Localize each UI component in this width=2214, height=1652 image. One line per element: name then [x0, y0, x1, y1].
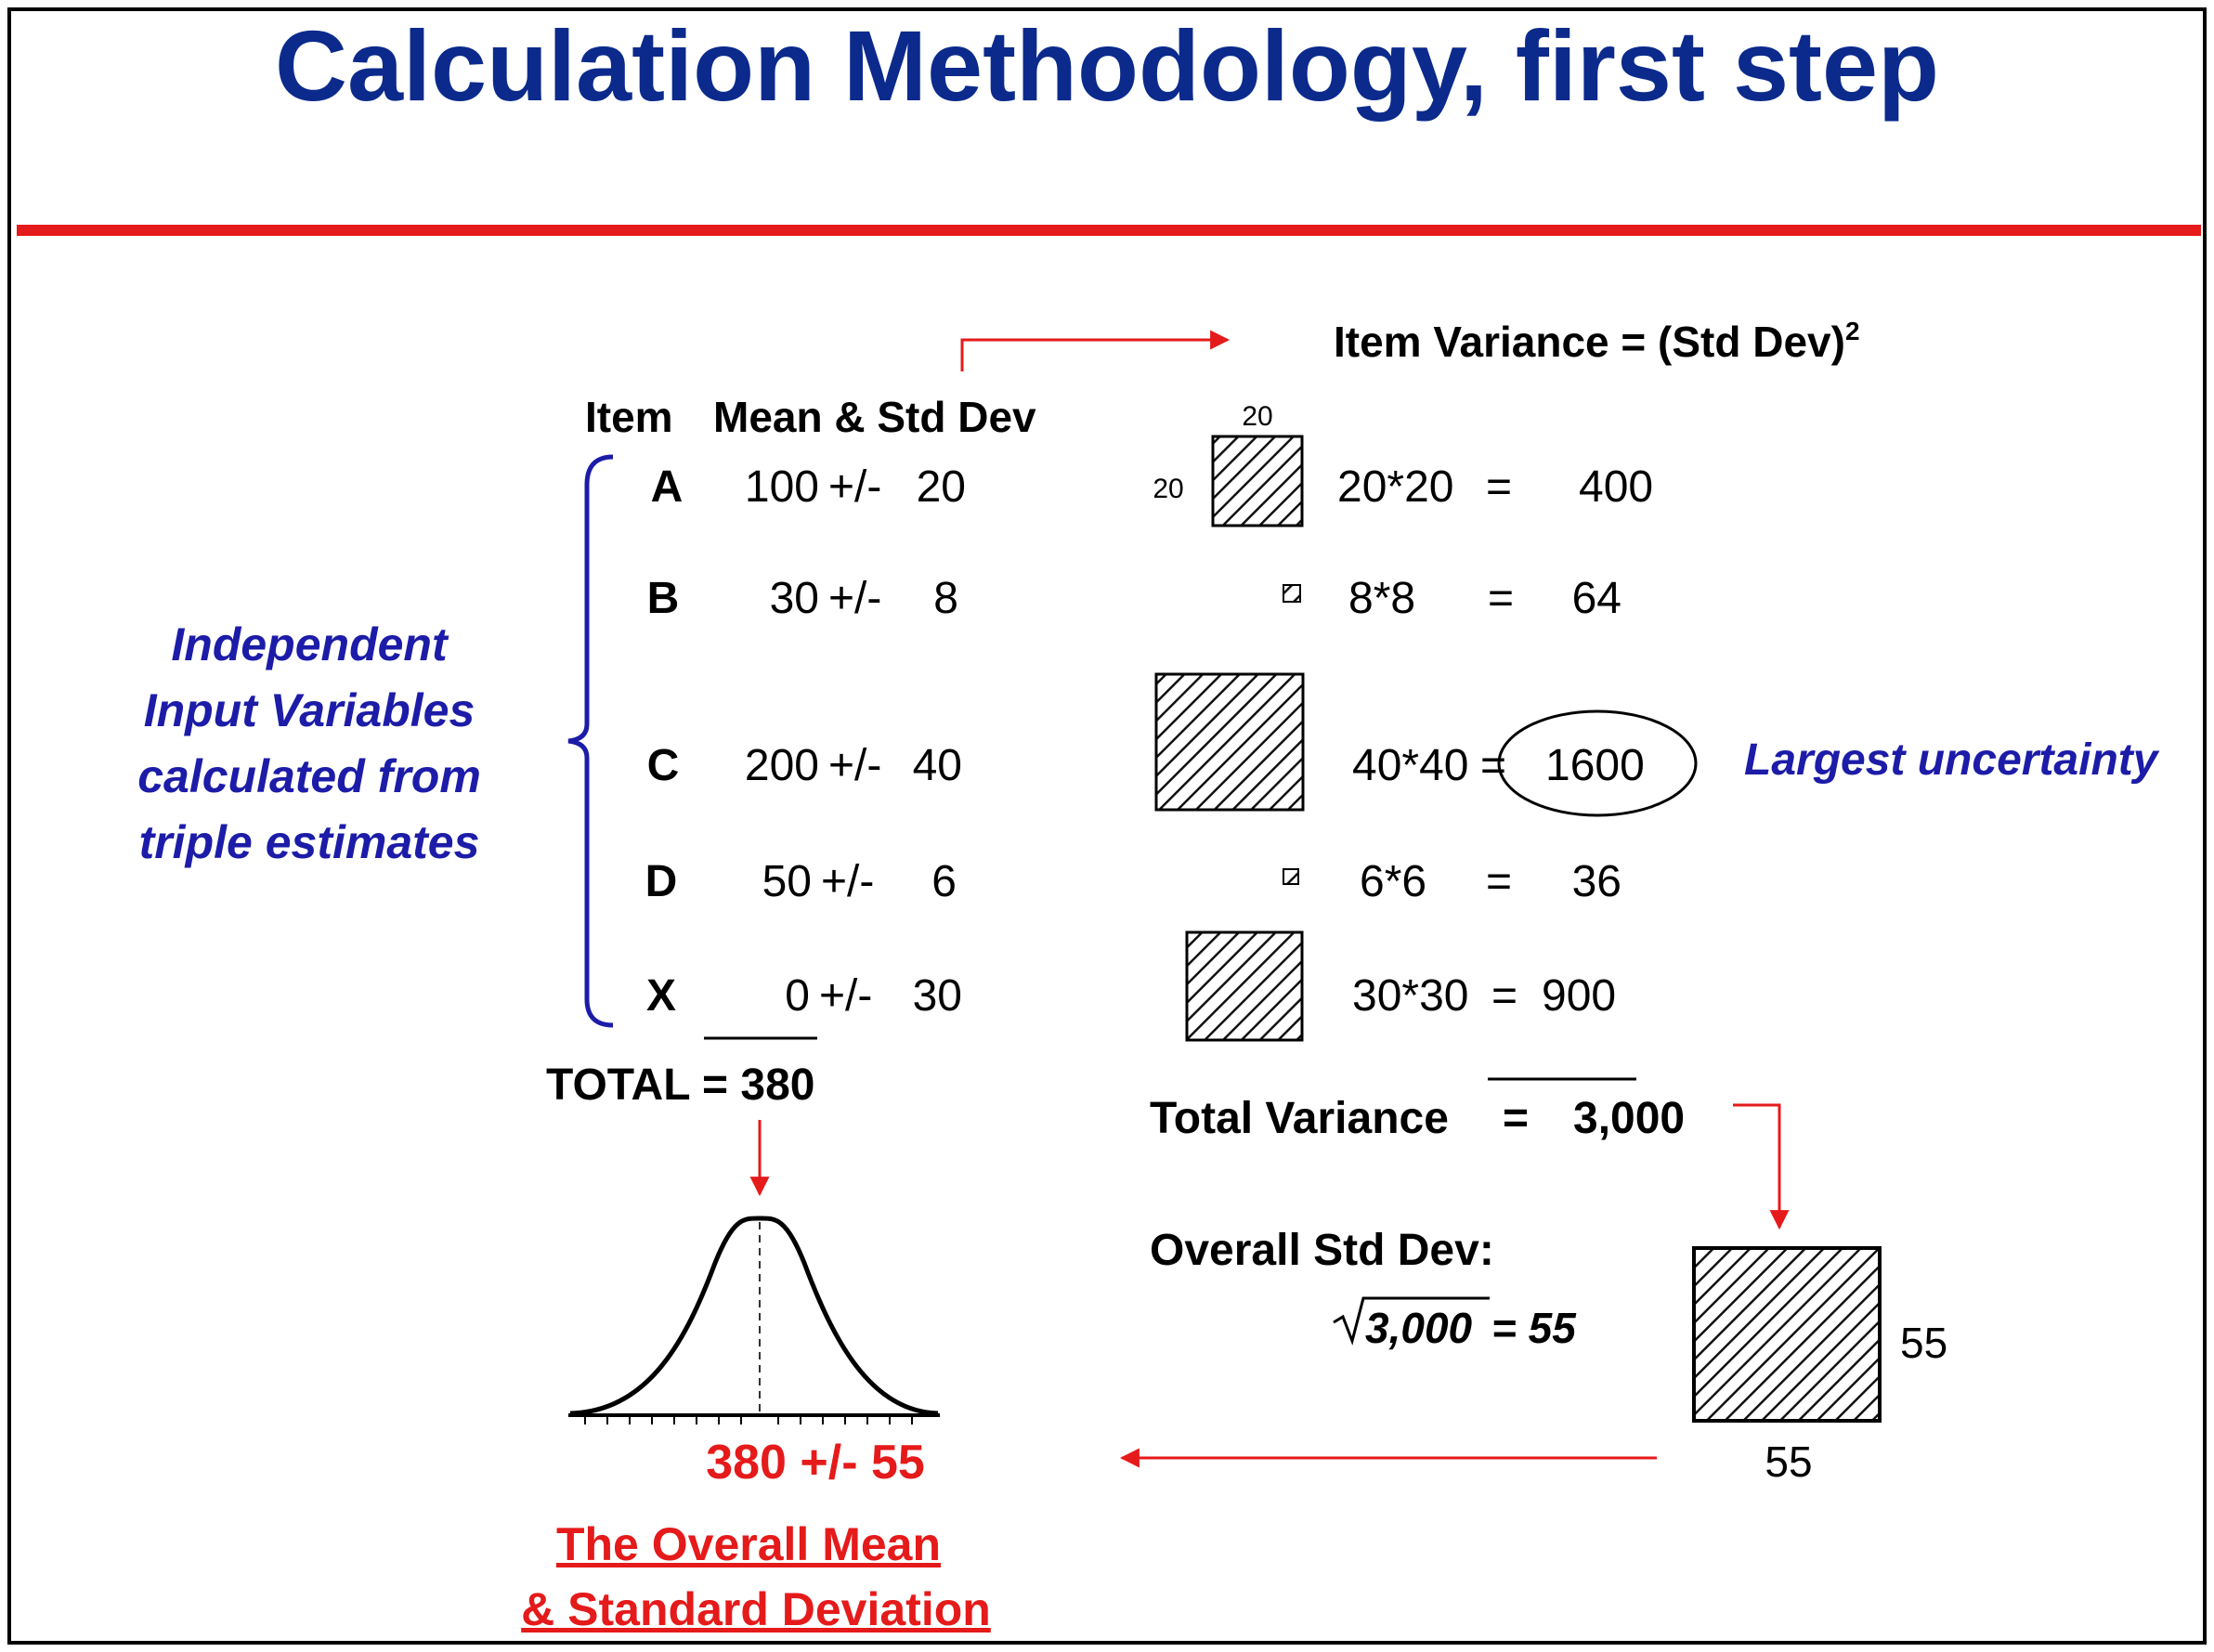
- svg-text:Input Variables: Input Variables: [144, 684, 475, 736]
- item-sd: 6: [931, 857, 957, 906]
- item-pm: +/-: [828, 574, 881, 623]
- slide-frame: [7, 7, 2207, 1645]
- variance-value: 36: [1572, 857, 1621, 906]
- overall-std-result: = 55: [1491, 1304, 1577, 1352]
- variance-calc: 40*40: [1352, 741, 1468, 790]
- bell-curve: [568, 1216, 940, 1424]
- variance-square-d: [1283, 868, 1299, 885]
- footer-line-2: & Standard Deviation: [521, 1583, 991, 1635]
- curve-ticks: [584, 1415, 913, 1424]
- slide-title: Calculation Methodology, first step: [275, 9, 1939, 122]
- variance-calc: 20*20: [1337, 462, 1453, 512]
- result-value: 380 +/- 55: [706, 1436, 925, 1489]
- item-pm: +/-: [819, 971, 872, 1021]
- item-mean: 100: [745, 462, 819, 512]
- item-name: D: [645, 857, 678, 906]
- variance-calc: 30*30: [1352, 971, 1468, 1021]
- variance-calc: 6*6: [1360, 857, 1426, 906]
- item-rows: A 100 +/- 20 B 30 +/- 8 C 200 +/- 40 D 5…: [645, 462, 966, 1021]
- item-pm: +/-: [821, 857, 874, 906]
- item-mean: 200: [745, 741, 819, 790]
- square-a-side-label: 20: [1153, 474, 1183, 504]
- variance-formula: Item Variance = (Std Dev)2: [1334, 317, 1860, 366]
- item-name: C: [647, 741, 680, 790]
- variance-eq: =: [1491, 971, 1517, 1021]
- svg-text:Independent: Independent: [171, 618, 449, 670]
- variance-square-c: [1154, 672, 1305, 812]
- variance-square-b: [1283, 584, 1301, 603]
- largest-ellipse: [1497, 709, 1698, 817]
- item-sd: 8: [933, 574, 958, 623]
- item-name: B: [647, 574, 680, 623]
- variance-eq: =: [1486, 857, 1512, 906]
- item-name: X: [646, 971, 676, 1021]
- sqrt-sign: [1333, 1296, 1490, 1346]
- total-variance-value: 3,000: [1573, 1094, 1685, 1143]
- item-mean: 0: [785, 971, 810, 1021]
- item-name: A: [651, 462, 684, 512]
- item-sd: 20: [917, 462, 966, 512]
- item-sd: 30: [913, 971, 962, 1021]
- item-pm: +/-: [828, 741, 881, 790]
- title-underline: [17, 225, 2201, 236]
- to-big-square-arrow: [1733, 1103, 1790, 1230]
- total-label: TOTAL = 380: [546, 1060, 814, 1110]
- variance-value: 1600: [1545, 741, 1645, 790]
- bell-curve-line: [569, 1216, 939, 1416]
- variance-value: 400: [1579, 462, 1653, 512]
- overall-std-label: Overall Std Dev:: [1150, 1226, 1494, 1275]
- variance-value: 900: [1542, 971, 1616, 1021]
- item-mean: 50: [762, 857, 812, 906]
- svg-text:triple estimates: triple estimates: [139, 816, 480, 868]
- item-pm: +/-: [828, 462, 881, 512]
- variance-arrow: [960, 330, 1231, 371]
- side-label: Independent Input Variables calculated f…: [137, 618, 481, 868]
- variance-square-a: [1211, 435, 1304, 527]
- square-a-top-label: 20: [1242, 401, 1272, 432]
- variance-calc: 8*8: [1348, 574, 1415, 623]
- header-mean-std: Mean & Std Dev: [713, 393, 1036, 441]
- big-square-bottom-label: 55: [1765, 1437, 1812, 1486]
- big-variance-square: [1692, 1246, 1882, 1423]
- svg-text:calculated from: calculated from: [137, 750, 481, 802]
- footer-line-1: The Overall Mean: [556, 1518, 941, 1570]
- big-square-side-label: 55: [1900, 1319, 1947, 1367]
- variance-square-x: [1185, 930, 1304, 1042]
- variance-eq: =: [1488, 574, 1514, 623]
- variance-exponent: 2: [1845, 317, 1860, 345]
- item-sd: 40: [913, 741, 962, 790]
- item-mean: 30: [770, 574, 819, 623]
- overall-std-radicand: 3,000: [1365, 1304, 1473, 1352]
- total-variance-eq: =: [1503, 1094, 1529, 1143]
- variance-eq: =: [1486, 462, 1512, 512]
- variance-calcs: 20*20 = 400 8*8 = 64 40*40 = 1600 6*6 = …: [1337, 462, 1653, 1021]
- largest-uncertainty: Largest uncertainty: [1744, 735, 2160, 785]
- variance-value: 64: [1572, 574, 1621, 623]
- total-variance-label: Total Variance: [1150, 1094, 1449, 1143]
- items-brace: [567, 454, 614, 1028]
- header-item: Item: [585, 393, 673, 441]
